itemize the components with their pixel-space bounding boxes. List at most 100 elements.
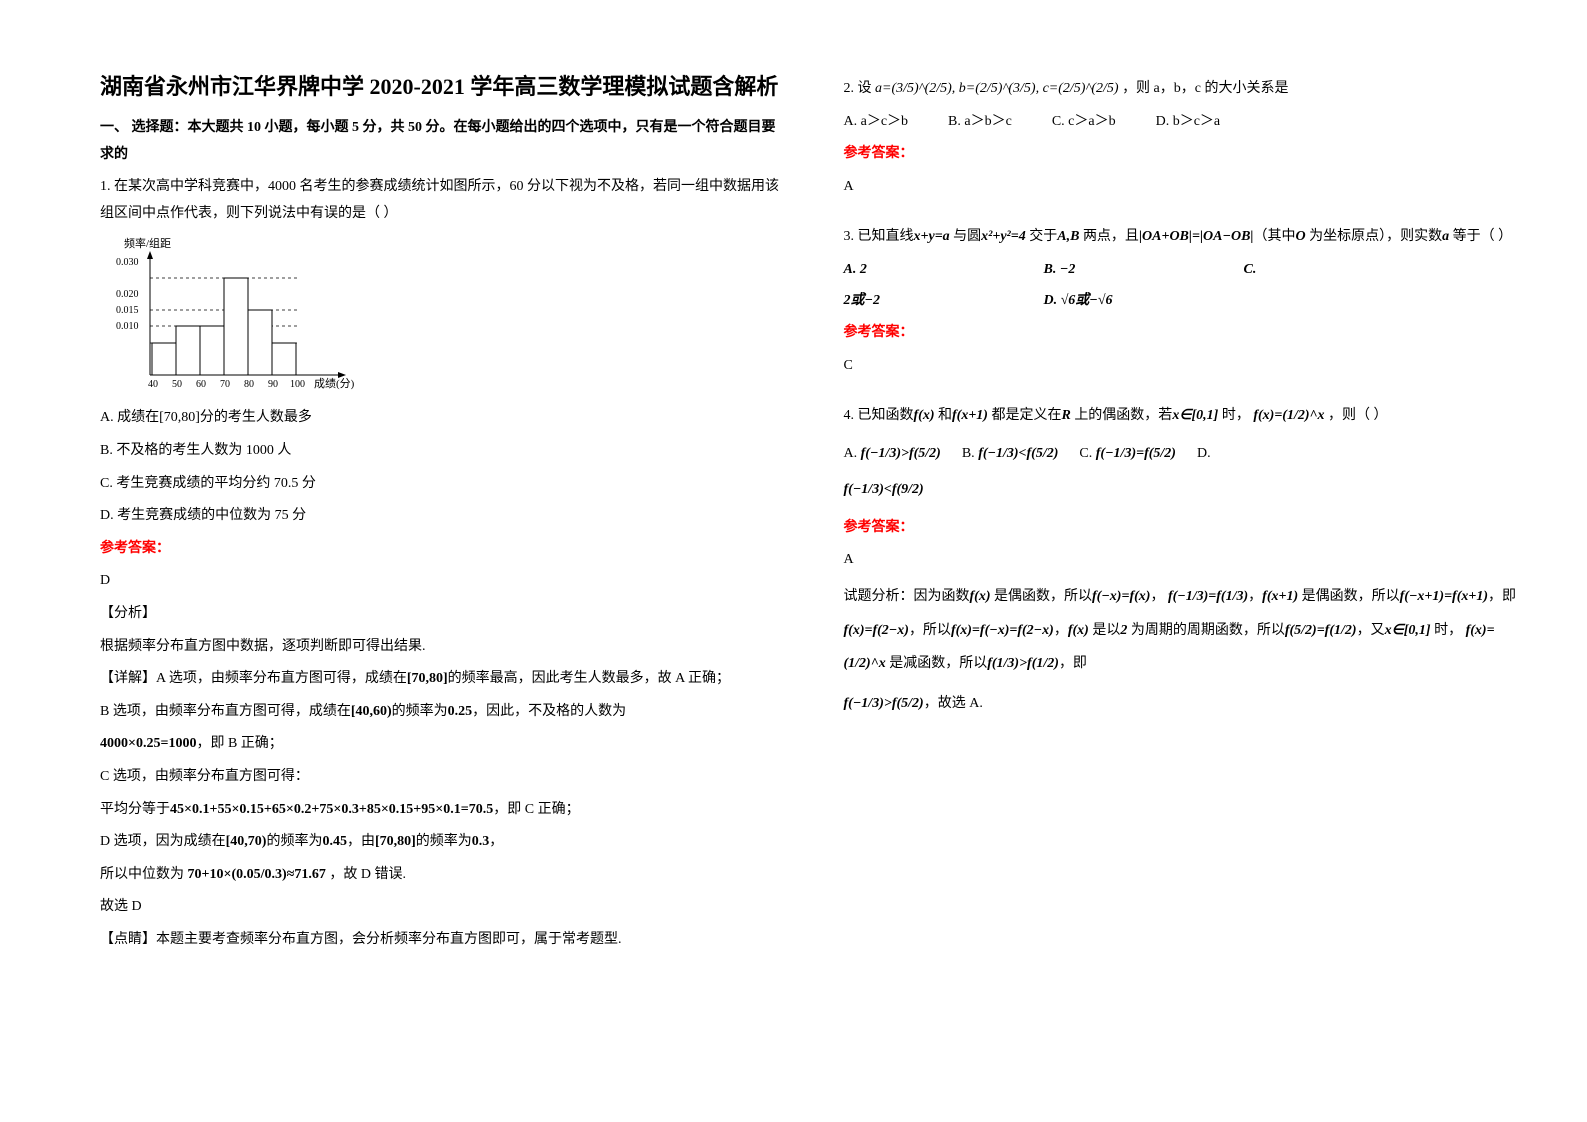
t6: 是以 — [1089, 623, 1121, 638]
t3: 交于 — [1026, 229, 1058, 244]
e4: |OA+OB|=|OA−OB| — [1139, 229, 1254, 244]
t5: （其中 — [1254, 229, 1296, 244]
t4: 两点，且 — [1079, 229, 1139, 244]
t2: ，即 C 正确； — [493, 802, 579, 817]
e5: O — [1296, 229, 1306, 244]
q1-opt-b: B. 不及格的考生人数为 1000 人 — [100, 438, 784, 465]
xtick-100: 100 — [290, 379, 305, 390]
t3: ，由 — [347, 834, 375, 849]
q1-end: 故选 D — [100, 894, 784, 921]
hist-bar-4 — [224, 278, 248, 375]
e12: f(1/3)>f(1/2) — [987, 656, 1059, 671]
t7: 等于（ ） — [1449, 229, 1512, 244]
xtick-60: 60 — [196, 379, 206, 390]
t1: 试题分析：因为函数 — [844, 589, 970, 604]
e7b: f(x) — [1068, 623, 1089, 638]
t2: ，则 a，b，c 的大小关系是 — [1122, 81, 1288, 96]
section-1-head: 一、 选择题：本大题共 10 小题，每小题 5 分，共 50 分。在每小题给出的… — [100, 115, 784, 168]
c1: ， — [1150, 589, 1164, 604]
c3: ， — [1054, 623, 1068, 638]
q3-B: B. −2 — [1044, 257, 1204, 284]
t5: ， — [489, 834, 503, 849]
eC: f(−1/3)=f(5/2) — [1096, 446, 1176, 461]
t1: 所以中位数为 — [100, 867, 184, 882]
right-column: 2. 设 a=(3/5)^(2/5), b=(2/5)^(3/5), c=(2/… — [814, 70, 1528, 1082]
t1: 3. 已知直线 — [844, 229, 914, 244]
t10: 是减函数，所以 — [889, 656, 987, 671]
t12: ，故选 A. — [924, 696, 983, 711]
q1-detail-d: D 选项，因为成绩在[40,70)的频率为0.45，由[70,80]的频率为0.… — [100, 829, 784, 856]
txt2: 的频率最高，因此考生人数最多，故 A 正确； — [448, 671, 730, 686]
q4-ans-label: 参考答案： — [844, 515, 1528, 542]
q1-analysis: 根据频率分布直方图中数据，逐项判断即可得出结果. — [100, 634, 784, 661]
e10: x∈[0,1] — [1385, 623, 1431, 638]
q4-stem: 4. 已知函数f(x) 和f(x+1) 都是定义在R 上的偶函数，若x∈[0,1… — [844, 403, 1528, 430]
q1-ans: D — [100, 568, 784, 595]
e2: 0.25 — [448, 704, 473, 719]
q1-point: 【点睛】本题主要考查频率分布直方图，会分析频率分布直方图即可，属于常考题型. — [100, 927, 784, 954]
xtick-80: 80 — [244, 379, 254, 390]
t8: ，又 — [1357, 623, 1385, 638]
hist-bar-3 — [200, 326, 224, 375]
q1-histogram: 频率/组距 0.030 0.020 0.015 0.010 — [100, 233, 784, 397]
t2: 的频率为 — [266, 834, 322, 849]
xtick-70: 70 — [220, 379, 230, 390]
q2-A: A. a＞c＞b — [844, 109, 909, 136]
e2: x²+y²=4 — [981, 229, 1026, 244]
e4: 0.3 — [472, 834, 490, 849]
e2: 0.45 — [322, 834, 347, 849]
q1-analysis-label: 【分析】 — [100, 601, 784, 628]
xtick-40: 40 — [148, 379, 158, 390]
xtick-50: 50 — [172, 379, 182, 390]
e5: f(−x+1)=f(x+1) — [1400, 589, 1488, 604]
spacer2 — [844, 385, 1528, 397]
e1: x+y=a — [914, 229, 950, 244]
hist-ylabel: 频率/组距 — [124, 236, 171, 250]
e1: f(x) — [970, 589, 991, 604]
e5: f(x)=(1/2)^x — [1253, 408, 1324, 423]
q2-stem: 2. 设 a=(3/5)^(2/5), b=(2/5)^(3/5), c=(2/… — [844, 76, 1528, 103]
t4: 的频率为 — [416, 834, 472, 849]
t: 平均分等于 — [100, 802, 170, 817]
t4: ，即 B 正确； — [196, 736, 282, 751]
t11: ，即 — [1059, 656, 1087, 671]
e6: f(x)=f(2−x) — [844, 623, 909, 638]
q4-sol-2: f(−1/3)>f(5/2)，故选 A. — [844, 687, 1528, 721]
t6: 为坐标原点），则实数 — [1306, 229, 1443, 244]
t1: 4. 已知函数 — [844, 408, 914, 423]
eB: f(−1/3)<f(5/2) — [978, 446, 1058, 461]
q1-detail-c1: C 选项，由频率分布直方图可得： — [100, 764, 784, 791]
txt: 【详解】A 选项，由频率分布直方图可得，成绩在 — [100, 671, 407, 686]
q3-r2b: D. √6或−√6 — [1044, 288, 1113, 315]
e: 45×0.1+55×0.15+65×0.2+75×0.3+85×0.15+95×… — [170, 802, 493, 817]
q3-r2a: 2或−2 — [844, 288, 1004, 315]
e13: f(−1/3)>f(5/2) — [844, 696, 924, 711]
t2: 是偶函数，所以 — [991, 589, 1093, 604]
lB: B. — [962, 446, 978, 461]
t5: 时， — [1218, 408, 1250, 423]
q3-A: A. 2 — [844, 257, 1004, 284]
q3-ans: C — [844, 353, 1528, 380]
xtick-90: 90 — [268, 379, 278, 390]
q1-detail-d2: 所以中位数为 70+10×(0.05/0.3)≈71.67 ，故 D 错误. — [100, 862, 784, 889]
q1-detail-b: B 选项，由频率分布直方图可得，成绩在[40,60)的频率为0.25，因此，不及… — [100, 699, 784, 726]
lC: C. — [1079, 446, 1095, 461]
q2-opts: A. a＞c＞b B. a＞b＞c C. c＞a＞b D. b＞c＞a — [844, 109, 1528, 136]
e9: f(5/2)=f(1/2) — [1285, 623, 1357, 638]
q2-ans-label: 参考答案： — [844, 141, 1528, 168]
e3: A,B — [1057, 229, 1079, 244]
eD: f(−1/3)<f(9/2) — [844, 482, 924, 497]
q1-stem: 1. 在某次高中学科竞赛中，4000 名考生的参赛成绩统计如图所示，60 分以下… — [100, 174, 784, 227]
ytick-0030: 0.030 — [116, 257, 139, 268]
expr: [70,80] — [407, 671, 448, 686]
t2: 和 — [935, 408, 953, 423]
e2: f(x+1) — [952, 408, 988, 423]
t9: 时， — [1431, 623, 1463, 638]
e1: f(x) — [914, 408, 935, 423]
c2: ， — [1248, 589, 1262, 604]
t2: 的频率为 — [392, 704, 448, 719]
q2-D: D. b＞c＞a — [1156, 109, 1221, 136]
t3: ，因此，不及格的人数为 — [472, 704, 626, 719]
ytick-0015: 0.015 — [116, 305, 139, 316]
t1: 2. 设 — [844, 81, 872, 96]
